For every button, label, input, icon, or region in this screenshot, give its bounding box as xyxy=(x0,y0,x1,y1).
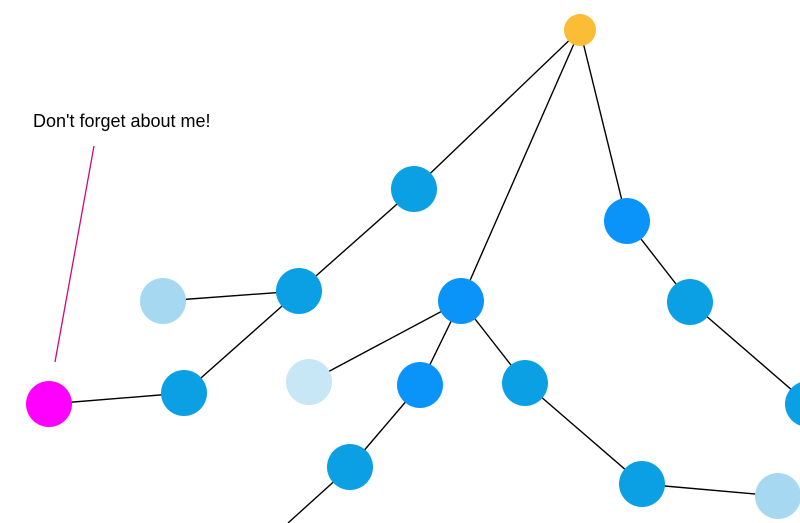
edge-n1-n4 xyxy=(298,188,415,292)
edges-layer xyxy=(48,29,800,523)
node-n8[interactable] xyxy=(286,359,332,405)
annotation-pointer-line xyxy=(54,145,95,363)
node-n5[interactable] xyxy=(140,278,186,324)
node-root[interactable] xyxy=(564,14,596,46)
node-n14[interactable] xyxy=(667,279,713,325)
edge-root-n3 xyxy=(579,29,628,222)
edge-n2-n8 xyxy=(308,300,462,383)
edge-n4-n6 xyxy=(183,290,300,394)
node-n11[interactable] xyxy=(327,444,373,490)
node-n9[interactable] xyxy=(397,362,443,408)
node-n2[interactable] xyxy=(438,278,484,324)
edge-n10-n12 xyxy=(524,382,643,485)
node-n3[interactable] xyxy=(604,198,650,244)
edge-root-n2 xyxy=(460,29,581,302)
node-n7[interactable] xyxy=(26,381,72,427)
node-n1[interactable] xyxy=(391,166,437,212)
node-n10[interactable] xyxy=(502,360,548,406)
node-n13[interactable] xyxy=(755,473,800,519)
annotation-label: Don't forget about me! xyxy=(33,111,211,131)
node-n12[interactable] xyxy=(619,461,665,507)
node-n6[interactable] xyxy=(161,370,207,416)
edge-n14-n15 xyxy=(689,301,800,399)
node-n4[interactable] xyxy=(276,268,322,314)
node-n15[interactable] xyxy=(785,381,800,427)
edge-root-n1 xyxy=(413,29,581,190)
nodes-layer xyxy=(26,14,800,519)
